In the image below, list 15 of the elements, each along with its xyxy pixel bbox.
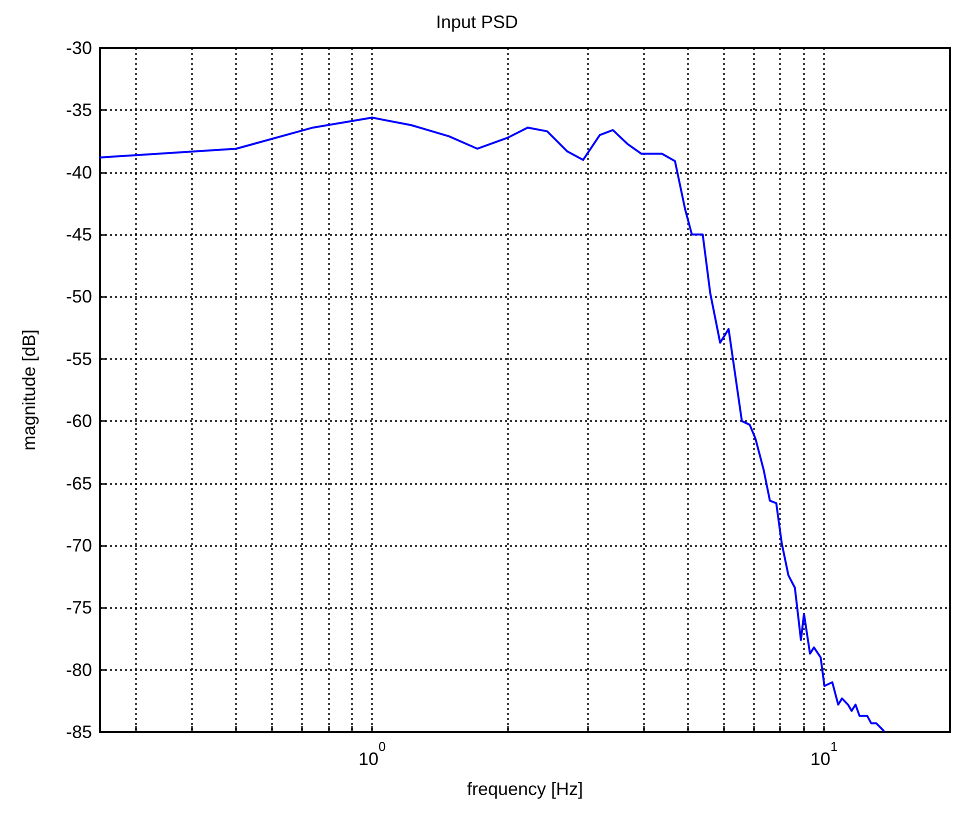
y-tick-label: -65 [66,473,92,494]
y-tick-label: -85 [66,722,92,742]
y-axis-title: magnitude [dB] [19,329,39,451]
y-tick-label: -60 [66,411,92,432]
y-tick-label: -40 [66,162,92,182]
chart-title: Input PSD [436,12,518,32]
x-axis-title: frequency [Hz] [466,779,584,799]
y-tick-label: -55 [66,348,92,369]
y-tick-label: -35 [66,100,92,120]
y-tick-label: -80 [66,660,92,680]
y-tick-label: -70 [66,535,92,556]
y-tick-label: -45 [66,224,92,245]
y-tick-label: -30 [66,38,92,58]
y-tick-label: -50 [66,286,92,307]
y-tick-label: -75 [66,598,92,618]
